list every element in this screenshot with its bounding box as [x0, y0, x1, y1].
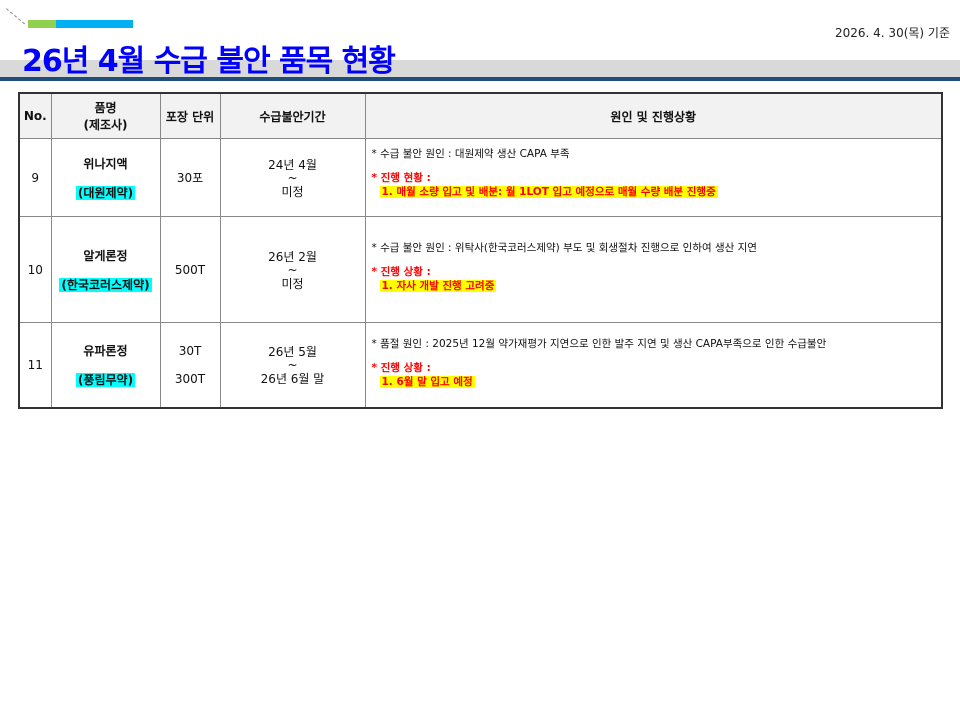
period-sep: ~	[287, 170, 298, 185]
col-no: No.	[18, 92, 52, 139]
col-period: 수급불안기간	[219, 92, 366, 139]
pack-cell: 30T 300T	[159, 322, 221, 408]
product-cell: 유파론정 (풍림무약)	[50, 322, 161, 408]
cause-text: * 수급 불안 원인 : 위탁사(한국코러스제약) 부도 및 회생절차 진행으로…	[371, 242, 757, 254]
reference-date: 2026. 4. 30(목) 기준	[835, 26, 950, 40]
table-header: No. 품명 (제조사) 포장 단위 수급불안기간 원인 및 진행상황	[18, 92, 943, 139]
period-start: 24년 4월	[268, 157, 317, 172]
cause-text: * 수급 불안 원인 : 대원제약 생산 CAPA 부족	[371, 148, 570, 160]
product-cell: 알게론정 (한국코러스제약)	[50, 216, 161, 323]
col-pack: 포장 단위	[159, 92, 221, 139]
pack-unit: 300T	[174, 371, 206, 386]
row-no: 11	[18, 322, 52, 408]
product-name: 유파론정	[83, 343, 128, 358]
pack-unit: 30T	[178, 343, 202, 358]
cause-text: * 품절 원인 : 2025년 12월 약가재평가 지연으로 인한 발주 지연 …	[371, 338, 827, 350]
status-cell: * 수급 불안 원인 : 대원제약 생산 CAPA 부족 * 진행 현황 : 1. …	[364, 138, 943, 217]
period-start: 26년 5월	[268, 344, 317, 359]
product-name: 알게론정	[83, 248, 128, 263]
period-sep: ~	[287, 357, 298, 372]
col-name: 품명 (제조사)	[50, 92, 161, 139]
decorative-line	[5, 8, 26, 26]
period-end: 미정	[281, 184, 304, 199]
status-label: * 진행 현황 :	[371, 172, 431, 184]
product-name: 위나지액	[83, 156, 128, 171]
table-row: 9 위나지액 (대원제약) 30포 24년 4월 ~ 미정 * 수급 불안 원인 : …	[18, 138, 943, 217]
status-label: * 진행 상황 :	[371, 362, 431, 374]
status-text: 1. 매월 소량 입고 및 배분: 월 1LOT 입고 예정으로 매월 수량 배…	[379, 186, 718, 198]
period-cell: 26년 2월 ~ 미정	[219, 216, 366, 323]
period-cell: 24년 4월 ~ 미정	[219, 138, 366, 217]
col-status: 원인 및 진행상황	[364, 92, 943, 139]
shortage-table: No. 품명 (제조사) 포장 단위 수급불안기간 원인 및 진행상황 9 위나지…	[18, 92, 943, 409]
page-title: 26년 4월 수급 불안 품목 현황	[22, 44, 396, 79]
row-no: 9	[18, 138, 52, 217]
status-text: 1. 자사 개발 진행 고려중	[379, 280, 497, 292]
col-name-label: 품명	[94, 101, 117, 115]
table-row: 10 알게론정 (한국코러스제약) 500T 26년 2월 ~ 미정 * 수급 불안 …	[18, 216, 943, 323]
manufacturer: (풍림무약)	[75, 372, 136, 387]
accent-bar-green	[28, 20, 56, 28]
status-label: * 진행 상황 :	[371, 266, 431, 278]
manufacturer: (대원제약)	[75, 185, 136, 200]
period-start: 26년 2월	[268, 249, 317, 264]
table-row: 11 유파론정 (풍림무약) 30T 300T 26년 5월 ~26년 6월 말 * …	[18, 322, 943, 408]
manufacturer: (한국코러스제약)	[59, 277, 152, 292]
col-maker-label: (제조사)	[83, 118, 128, 132]
pack-unit: 30포	[159, 138, 221, 217]
accent-bar-cyan	[56, 20, 133, 28]
period-end: 미정	[281, 276, 304, 291]
status-text: 1. 6월 말 입고 예정	[379, 376, 475, 388]
status-cell: * 품절 원인 : 2025년 12월 약가재평가 지연으로 인한 발주 지연 …	[364, 322, 943, 408]
title-band	[0, 60, 960, 77]
period-end: 26년 6월 말	[260, 371, 325, 386]
row-no: 10	[18, 216, 52, 323]
period-sep: ~	[287, 262, 298, 277]
pack-unit: 500T	[159, 216, 221, 323]
product-cell: 위나지액 (대원제약)	[50, 138, 161, 217]
period-cell: 26년 5월 ~26년 6월 말	[219, 322, 366, 408]
title-underline	[0, 77, 960, 81]
status-cell: * 수급 불안 원인 : 위탁사(한국코러스제약) 부도 및 회생절차 진행으로…	[364, 216, 943, 323]
